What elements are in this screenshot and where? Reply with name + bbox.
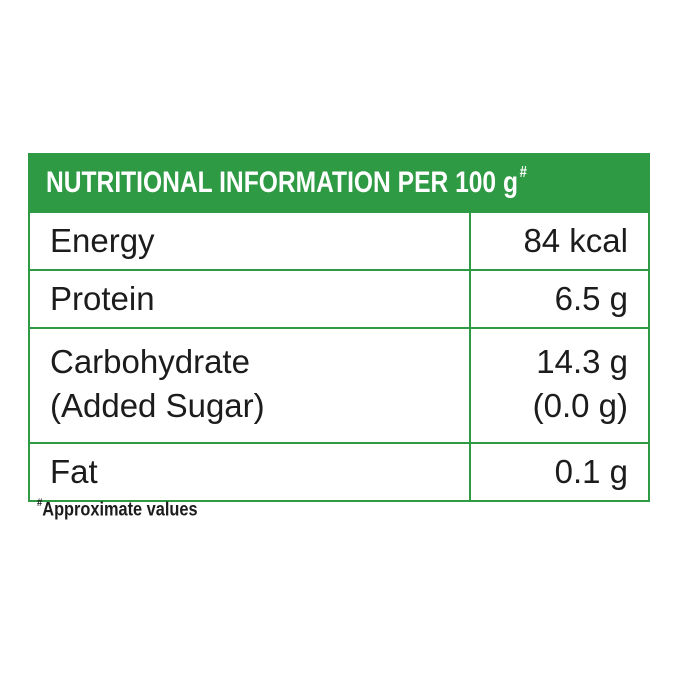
nutrition-table: NUTRITIONAL INFORMATION PER 100 g # Energ…: [28, 153, 650, 502]
table-title-text: NUTRITIONAL INFORMATION PER 100 g: [46, 166, 518, 199]
table-row-energy: Energy 84 kcal: [30, 211, 648, 269]
row-value: 14.3 g: [536, 343, 628, 380]
row-value-group: 14.3 g (0.0 g): [471, 329, 648, 442]
footnote-content: #Approximate values: [37, 497, 198, 521]
row-label: Protein: [30, 271, 471, 327]
row-value: 84 kcal: [523, 222, 628, 259]
table-row-protein: Protein 6.5 g: [30, 269, 648, 327]
row-label: Carbohydrate: [50, 343, 250, 380]
table-row-carbohydrate: Carbohydrate (Added Sugar) 14.3 g (0.0 g…: [30, 327, 648, 442]
row-value: 6.5 g: [554, 280, 628, 317]
footnote-mark: #: [37, 497, 43, 509]
table-row-fat: Fat 0.1 g: [30, 442, 648, 500]
footnote-text: Approximate values: [42, 499, 198, 521]
row-label-group: Carbohydrate (Added Sugar): [30, 329, 471, 442]
table-title: NUTRITIONAL INFORMATION PER 100 g #: [46, 164, 527, 200]
row-label: Energy: [30, 213, 471, 269]
footnote: #Approximate values: [37, 497, 224, 521]
row-value: 0.1 g: [554, 453, 628, 490]
row-label: Fat: [30, 444, 471, 500]
table-header: NUTRITIONAL INFORMATION PER 100 g #: [30, 155, 648, 211]
title-footnote-mark: #: [519, 164, 527, 181]
row-sub-label: (Added Sugar): [50, 387, 265, 424]
row-sub-value: (0.0 g): [532, 387, 628, 424]
